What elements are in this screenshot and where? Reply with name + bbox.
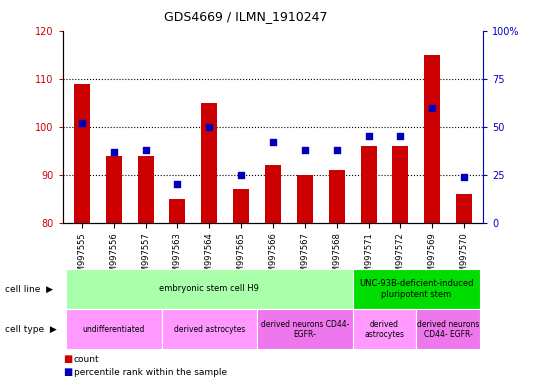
- Bar: [456, 194, 472, 223]
- Text: cell line  ▶: cell line ▶: [5, 285, 54, 293]
- Point: [78, 120, 86, 126]
- Point: [173, 181, 182, 187]
- Point: [109, 149, 118, 155]
- Point: [428, 104, 437, 111]
- Text: derived
astrocytes: derived astrocytes: [365, 319, 405, 339]
- Point: [141, 147, 150, 153]
- Text: percentile rank within the sample: percentile rank within the sample: [74, 368, 227, 377]
- Text: GDS4669 / ILMN_1910247: GDS4669 / ILMN_1910247: [164, 10, 328, 23]
- Bar: [424, 55, 440, 223]
- Point: [460, 174, 468, 180]
- Text: ■: ■: [63, 354, 72, 364]
- Text: derived neurons
CD44- EGFR-: derived neurons CD44- EGFR-: [417, 319, 479, 339]
- Point: [396, 133, 405, 139]
- Point: [269, 139, 277, 145]
- Text: UNC-93B-deficient-induced
pluripotent stem: UNC-93B-deficient-induced pluripotent st…: [359, 279, 473, 299]
- Bar: [265, 165, 281, 223]
- Point: [364, 133, 373, 139]
- Bar: [329, 170, 345, 223]
- Point: [300, 147, 309, 153]
- Bar: [169, 199, 186, 223]
- Bar: [138, 156, 153, 223]
- Text: derived neurons CD44-
EGFR-: derived neurons CD44- EGFR-: [260, 319, 349, 339]
- Bar: [201, 103, 217, 223]
- Point: [237, 172, 246, 178]
- Text: count: count: [74, 354, 99, 364]
- Text: derived astrocytes: derived astrocytes: [174, 325, 245, 334]
- Text: embryonic stem cell H9: embryonic stem cell H9: [159, 285, 259, 293]
- Bar: [74, 84, 90, 223]
- Bar: [297, 175, 313, 223]
- Point: [333, 147, 341, 153]
- Text: undifferentiated: undifferentiated: [82, 325, 145, 334]
- Text: cell type  ▶: cell type ▶: [5, 325, 57, 334]
- Bar: [360, 146, 377, 223]
- Point: [205, 124, 213, 130]
- Text: ■: ■: [63, 367, 72, 377]
- Bar: [393, 146, 408, 223]
- Bar: [106, 156, 122, 223]
- Bar: [233, 189, 249, 223]
